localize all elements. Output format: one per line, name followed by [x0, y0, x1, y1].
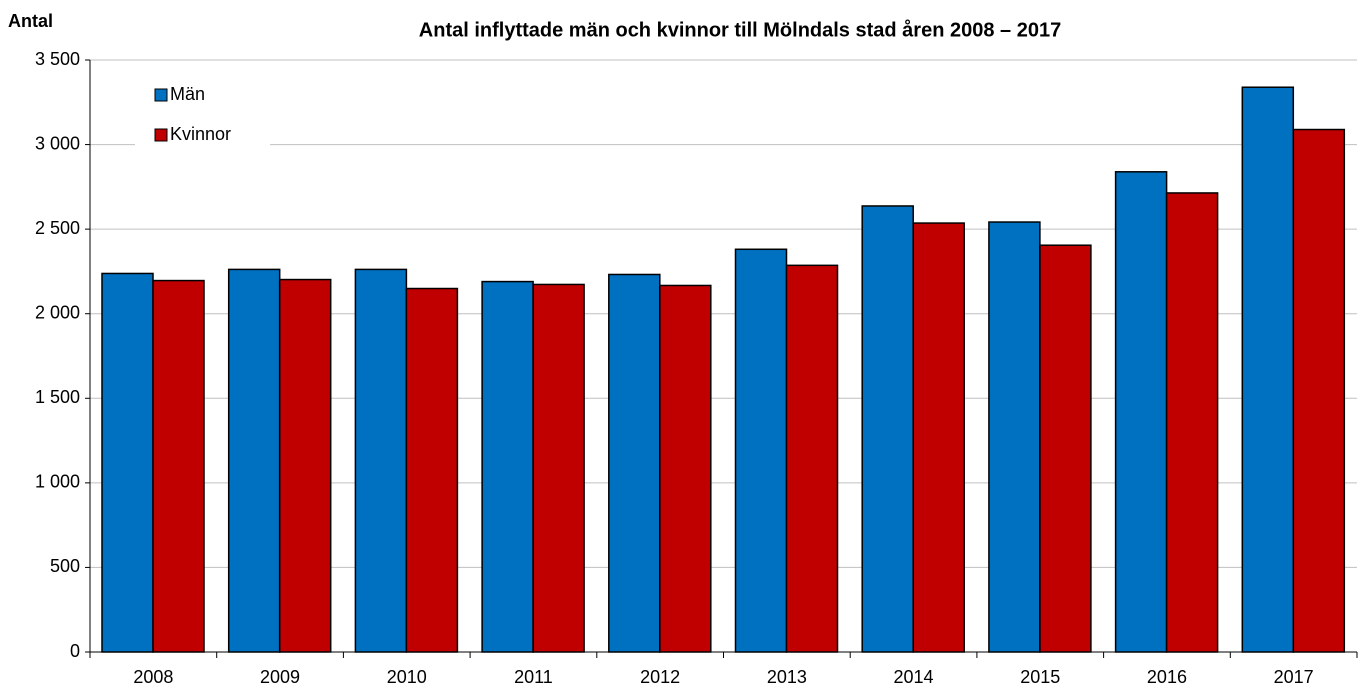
x-tick-label: 2012: [640, 667, 680, 687]
legend-label: Män: [170, 84, 205, 104]
bar: [734, 248, 788, 653]
bar: [1165, 192, 1219, 653]
x-tick-label: 2010: [387, 667, 427, 687]
bar: [988, 221, 1041, 653]
bar: [481, 280, 534, 653]
y-tick-label: 500: [50, 556, 80, 576]
bar: [861, 205, 914, 653]
bar: [152, 279, 205, 653]
bar: [659, 284, 712, 653]
bar: [227, 268, 281, 653]
legend-label: Kvinnor: [170, 124, 231, 144]
legend-box: [135, 75, 270, 155]
y-tick-label: 2 000: [35, 302, 80, 322]
bar: [1241, 86, 1295, 653]
bar: [405, 287, 459, 653]
y-axis-label: Antal: [8, 11, 53, 31]
x-tick-label: 2008: [133, 667, 173, 687]
y-tick-label: 0: [70, 641, 80, 661]
x-tick-label: 2015: [1020, 667, 1060, 687]
x-tick-label: 2017: [1274, 667, 1314, 687]
bar: [101, 272, 154, 653]
bar: [278, 278, 332, 653]
legend-swatch: [154, 128, 168, 142]
x-tick-label: 2016: [1147, 667, 1187, 687]
y-tick-label: 2 500: [35, 218, 80, 238]
x-tick-label: 2014: [894, 667, 934, 687]
y-tick-label: 1 500: [35, 387, 80, 407]
y-tick-label: 1 000: [35, 472, 80, 492]
chart-title: Antal inflyttade män och kvinnor till Mö…: [419, 18, 1061, 41]
x-tick-label: 2011: [514, 667, 553, 687]
bar: [608, 273, 661, 653]
bar: [912, 222, 965, 653]
x-tick-label: 2009: [260, 667, 300, 687]
bar: [785, 264, 839, 653]
legend-swatch: [154, 88, 168, 102]
bar: [1292, 128, 1346, 653]
bar: [532, 283, 585, 653]
bar: [1039, 244, 1092, 653]
y-tick-label: 3 500: [35, 49, 80, 69]
x-tick-label: 2013: [767, 667, 807, 687]
bar: [354, 268, 408, 653]
y-tick-label: 3 000: [35, 133, 80, 153]
bar: [1114, 171, 1168, 653]
